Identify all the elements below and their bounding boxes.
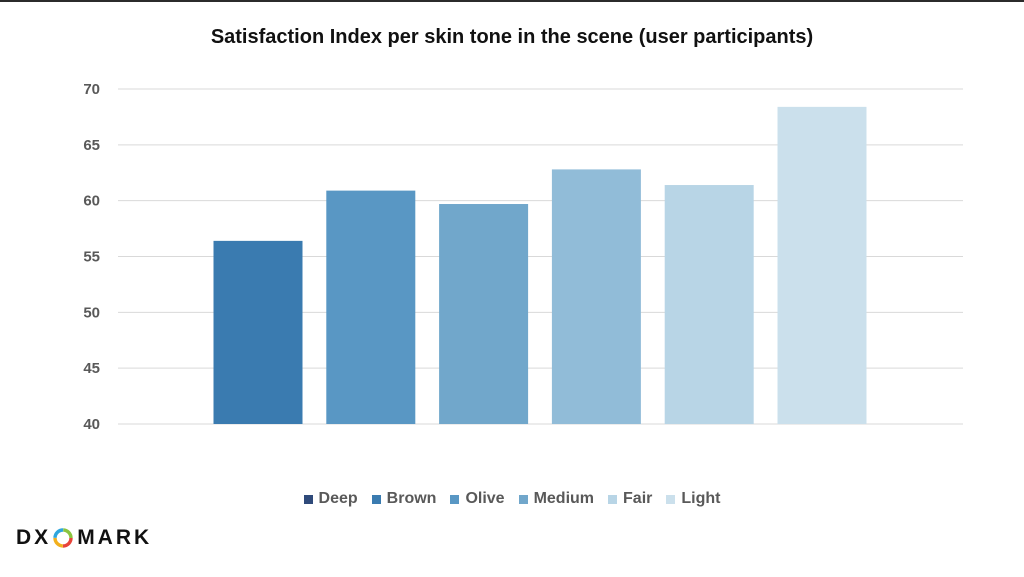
legend-swatch	[666, 494, 676, 504]
chart-title: Satisfaction Index per skin tone in the …	[210, 26, 814, 48]
legend: Deep Brown Olive Medium Fair Light	[0, 490, 1024, 508]
y-tick-label: 70	[83, 81, 100, 98]
legend-label: Medium	[533, 490, 595, 507]
top-rule	[0, 0, 1024, 2]
legend-label: Deep	[318, 490, 358, 507]
y-tick-label: 50	[83, 304, 100, 321]
legend-item-brown: Brown	[371, 490, 437, 508]
y-tick-label: 40	[83, 416, 100, 433]
legend-label: Brown	[386, 490, 437, 507]
bar-fair	[664, 185, 754, 424]
legend-swatch	[371, 494, 381, 504]
logo-text-right: MARK	[77, 526, 153, 549]
bar-olive	[439, 204, 529, 424]
logo-text-left: DX	[16, 526, 52, 549]
bar-light	[777, 106, 867, 424]
legend-swatch	[450, 494, 460, 504]
legend-item-olive: Olive	[450, 490, 505, 508]
y-tick-labels: 40 45 50 55 60 65 70	[83, 81, 100, 433]
bar-brown	[326, 190, 416, 424]
legend-label: Fair	[623, 490, 653, 507]
y-tick-label: 65	[83, 137, 100, 154]
legend-item-deep: Deep	[303, 490, 358, 508]
legend-item-fair: Fair	[608, 490, 652, 508]
legend-item-light: Light	[666, 490, 720, 508]
legend-item-medium: Medium	[518, 490, 595, 508]
bars	[213, 106, 867, 424]
dxomark-logo: DX MARK	[16, 526, 153, 549]
legend-label: Light	[681, 490, 721, 507]
y-tick-label: 60	[83, 193, 100, 210]
bar-medium	[551, 169, 641, 424]
y-tick-label: 45	[83, 360, 100, 377]
bar-deep	[213, 240, 303, 424]
legend-swatch	[303, 494, 313, 504]
y-tick-label: 55	[83, 249, 100, 266]
legend-swatch	[608, 494, 618, 504]
dxomark-ring-icon	[53, 528, 73, 548]
legend-swatch	[518, 494, 528, 504]
legend-label: Olive	[465, 490, 505, 507]
